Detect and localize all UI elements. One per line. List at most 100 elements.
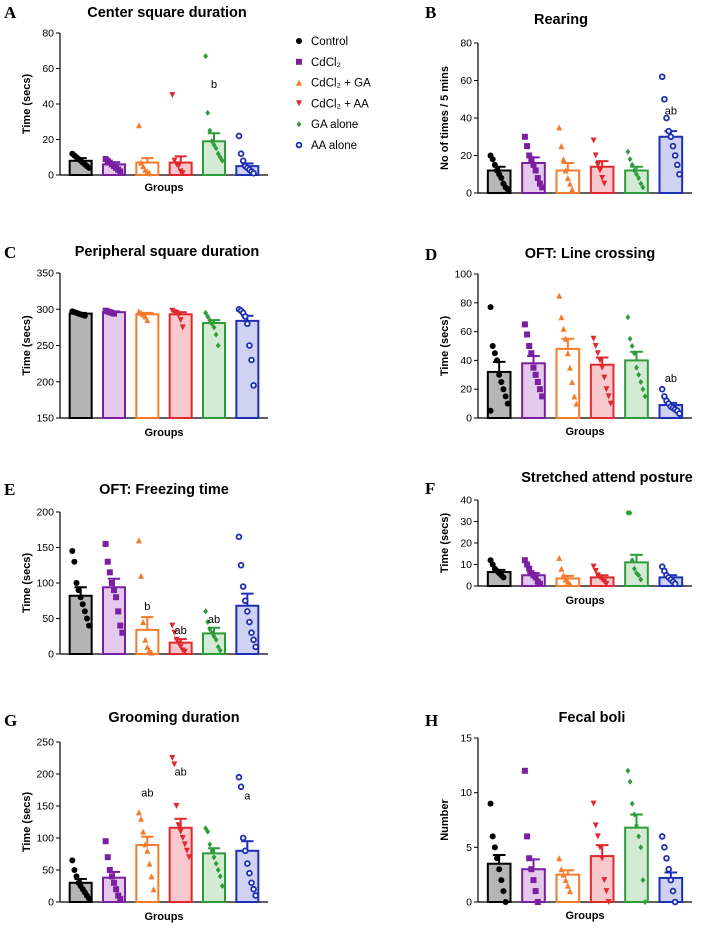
data-point <box>569 186 576 193</box>
y-tick-label: 10 <box>460 559 472 571</box>
chart-title: Peripheral square duration <box>75 244 260 260</box>
y-axis-label: Time (secs) <box>21 315 33 376</box>
data-point <box>500 888 507 895</box>
data-point <box>138 815 145 822</box>
y-axis-label: Number <box>439 799 451 841</box>
data-point <box>244 608 251 615</box>
data-point <box>491 161 498 168</box>
data-point <box>571 393 578 400</box>
data-point <box>115 892 122 899</box>
data-point <box>211 141 217 148</box>
data-point <box>138 159 145 166</box>
data-point <box>532 371 539 378</box>
data-point <box>534 175 541 181</box>
data-point <box>676 410 683 417</box>
y-tick-label: 200 <box>36 769 54 781</box>
data-point <box>108 873 115 880</box>
data-point <box>237 150 245 158</box>
data-point <box>601 374 608 381</box>
data-point <box>241 597 249 605</box>
significance-label: b <box>144 601 150 613</box>
data-point <box>560 325 567 332</box>
bar-cdcl <box>521 868 546 904</box>
legend-marker-ga-alone <box>296 121 302 128</box>
data-point <box>658 833 666 840</box>
data-point <box>244 320 251 328</box>
data-point <box>113 886 120 893</box>
data-point <box>179 324 186 331</box>
data-point <box>102 540 109 547</box>
legend-marker-cdcl-aa <box>296 100 302 107</box>
bar-cdcl-aa <box>168 313 193 420</box>
data-point <box>642 899 648 905</box>
y-tick-label: 200 <box>36 507 54 519</box>
data-point <box>217 154 223 161</box>
data-point <box>494 357 501 364</box>
y-tick-label: 20 <box>460 538 472 550</box>
y-tick-label: 0 <box>48 649 54 661</box>
data-point <box>502 899 509 905</box>
data-point <box>489 343 496 349</box>
data-point <box>140 163 147 170</box>
data-point <box>246 618 253 626</box>
data-point <box>590 137 597 144</box>
data-point <box>496 866 503 873</box>
data-point <box>601 180 608 187</box>
data-point <box>629 557 635 564</box>
data-point <box>500 386 507 393</box>
panel-letter: E <box>4 480 15 499</box>
data-point <box>239 834 247 842</box>
panel-h: H Fecal boli 0 5 10 15 Number Groups <box>425 710 692 922</box>
data-point <box>75 587 82 594</box>
data-point <box>558 866 565 873</box>
y-axis-label: Time (secs) <box>21 552 33 613</box>
y-tick-label: 100 <box>36 578 54 590</box>
panel-g: G Grooming duration 0 50 100 150 200 250 Time (s… <box>4 710 268 923</box>
data-point <box>663 114 670 122</box>
x-axis-label: Groups <box>565 910 604 922</box>
data-point <box>117 622 124 629</box>
data-point <box>658 73 666 81</box>
chart-title: Center square duration <box>87 5 247 21</box>
data-point <box>144 847 151 854</box>
legend-label-cdcl-aa: CdCl₂ + AA <box>311 98 369 110</box>
data-point <box>237 783 245 791</box>
data-point <box>558 143 565 150</box>
data-point <box>558 314 565 321</box>
data-point <box>215 643 221 650</box>
data-point <box>487 304 494 311</box>
data-point <box>207 841 213 848</box>
data-point <box>566 580 573 587</box>
data-point <box>629 800 635 807</box>
y-tick-label: 100 <box>36 833 54 845</box>
chart-title: OFT: Line crossing <box>525 246 656 262</box>
data-point <box>564 350 571 357</box>
data-point <box>106 569 113 576</box>
data-point <box>173 803 180 809</box>
data-point <box>590 800 597 807</box>
data-point <box>526 565 533 572</box>
data-point <box>250 169 257 177</box>
y-tick-label: 40 <box>42 99 54 111</box>
chart-title: Grooming duration <box>108 710 239 726</box>
panel-letter: G <box>4 711 17 730</box>
data-point <box>638 379 644 385</box>
data-point <box>536 180 543 187</box>
panel-d: D OFT: Line crossing 0 20 40 60 80 100 Time (sec… <box>425 245 692 438</box>
panel-b: B Rearing 0 20 40 60 80 No of times / 5 mins ab <box>425 3 692 200</box>
data-point <box>186 854 193 861</box>
data-point <box>629 161 635 168</box>
data-point <box>671 580 679 588</box>
significance-label: ab <box>141 787 153 799</box>
data-point <box>140 619 147 626</box>
panel-letter: A <box>4 3 17 22</box>
significance-label: ab <box>665 373 677 385</box>
data-point <box>86 164 93 171</box>
data-point <box>487 800 494 807</box>
data-point <box>669 142 677 150</box>
data-point <box>556 292 563 299</box>
data-point <box>603 580 610 587</box>
data-point <box>235 132 243 140</box>
data-point <box>235 533 243 541</box>
